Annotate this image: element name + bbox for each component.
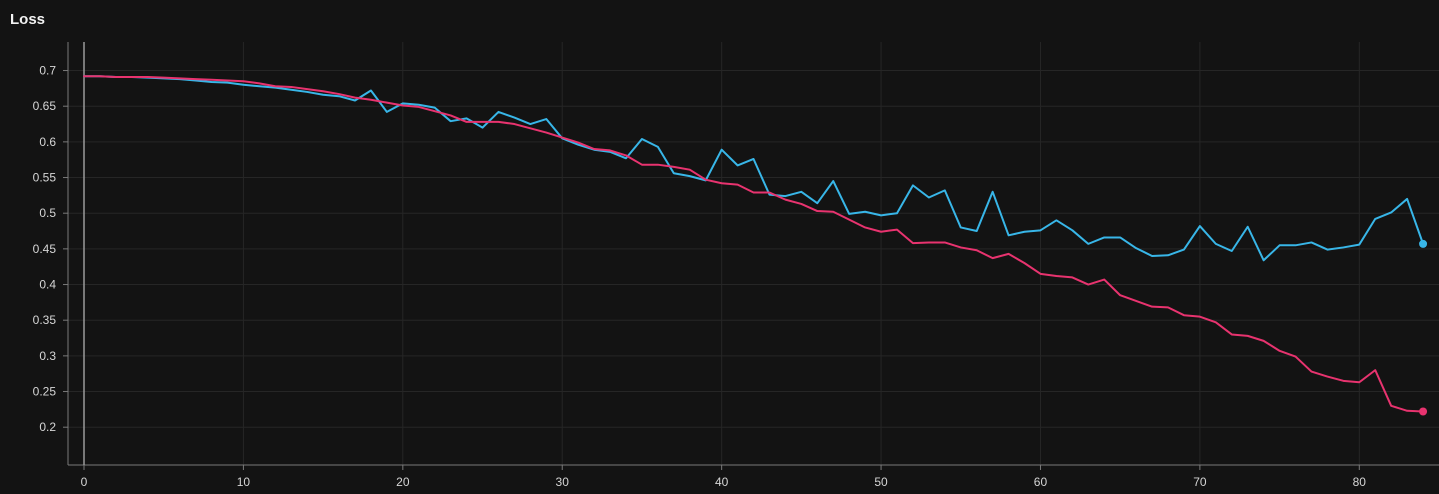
series-end-point-1[interactable]	[1419, 239, 1428, 248]
x-tick-label: 20	[396, 475, 410, 489]
x-tick-label: 40	[715, 475, 729, 489]
y-tick-label: 0.25	[33, 385, 57, 399]
series-line-2	[83, 75, 1425, 413]
x-tick-label: 80	[1353, 475, 1367, 489]
y-tick-label: 0.65	[33, 99, 57, 113]
x-tick-label: 60	[1034, 475, 1048, 489]
y-tick-label: 0.3	[39, 349, 56, 363]
axis-ticks: 0.2 0.25 0.3 0.35 0.4 0.45 0.5 0.55 0.6 0.65 0.7 0 1…	[33, 64, 1367, 489]
x-tick-label: 10	[237, 475, 251, 489]
y-tick-label: 0.7	[39, 64, 56, 78]
x-tick-label: 70	[1193, 475, 1207, 489]
series-line-1	[83, 75, 1425, 262]
x-tick-label: 0	[81, 475, 88, 489]
chart-title: Loss	[10, 11, 46, 28]
y-tick-label: 0.2	[39, 420, 56, 434]
y-tick-label: 0.5	[39, 206, 56, 220]
y-tick-label: 0.55	[33, 171, 57, 185]
series-end-point-2[interactable]	[1419, 407, 1428, 416]
series-lines	[83, 75, 1428, 416]
y-tick-label: 0.6	[39, 135, 56, 149]
y-tick-label: 0.35	[33, 313, 57, 327]
y-tick-label: 0.45	[33, 242, 57, 256]
x-tick-label: 30	[556, 475, 570, 489]
y-tick-label: 0.4	[39, 278, 56, 292]
x-tick-label: 50	[874, 475, 888, 489]
grid-lines	[68, 42, 1439, 465]
